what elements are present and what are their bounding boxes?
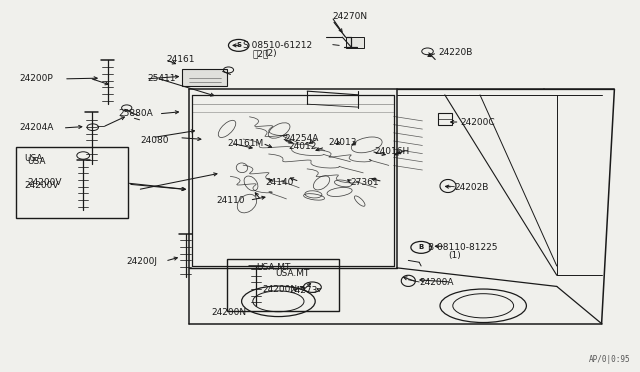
- Text: 24200A: 24200A: [419, 278, 454, 287]
- Text: 24200J: 24200J: [127, 257, 157, 266]
- Circle shape: [228, 39, 249, 51]
- Bar: [346, 37, 364, 48]
- Text: 24200N: 24200N: [211, 308, 246, 317]
- Text: B: B: [419, 244, 424, 250]
- Text: 24012: 24012: [288, 142, 316, 151]
- Text: 24161: 24161: [166, 55, 195, 64]
- Text: 24200C: 24200C: [461, 118, 495, 126]
- Text: AP/0|0:95: AP/0|0:95: [589, 355, 630, 364]
- Text: 24273: 24273: [289, 286, 317, 295]
- Text: USA: USA: [24, 154, 43, 163]
- Text: 24202B: 24202B: [454, 183, 489, 192]
- Text: USA.MT: USA.MT: [256, 263, 291, 272]
- Bar: [227, 259, 339, 311]
- Text: 24200V: 24200V: [27, 178, 61, 187]
- Bar: [182, 69, 227, 86]
- Text: 24161M: 24161M: [227, 139, 264, 148]
- Text: 24200N: 24200N: [262, 285, 298, 294]
- Text: 24016H: 24016H: [374, 147, 410, 156]
- Text: S: S: [236, 42, 241, 48]
- Text: （2）: （2）: [253, 49, 269, 58]
- Text: USA: USA: [27, 157, 45, 166]
- Bar: [16, 147, 128, 218]
- Text: 24270N: 24270N: [333, 12, 368, 21]
- Text: 27361: 27361: [351, 178, 380, 187]
- Text: (2): (2): [264, 49, 277, 58]
- Text: 24254A: 24254A: [285, 134, 319, 143]
- Text: 25880A: 25880A: [118, 109, 153, 118]
- Text: 24110: 24110: [216, 196, 245, 205]
- Text: 25411: 25411: [147, 74, 176, 83]
- Text: 24013: 24013: [328, 138, 357, 147]
- Text: USA.MT: USA.MT: [275, 269, 310, 278]
- Bar: [438, 113, 452, 125]
- Text: 24080: 24080: [141, 136, 170, 145]
- Text: (1): (1): [448, 251, 461, 260]
- Text: S 08510-61212: S 08510-61212: [243, 41, 312, 50]
- Text: 24200P: 24200P: [19, 74, 53, 83]
- Text: 24220B: 24220B: [438, 48, 473, 57]
- Text: 24204A: 24204A: [19, 124, 54, 132]
- Text: B 08110-81225: B 08110-81225: [428, 243, 497, 252]
- Text: 24200V: 24200V: [24, 182, 59, 190]
- Circle shape: [411, 241, 431, 253]
- Text: 24140: 24140: [266, 178, 294, 187]
